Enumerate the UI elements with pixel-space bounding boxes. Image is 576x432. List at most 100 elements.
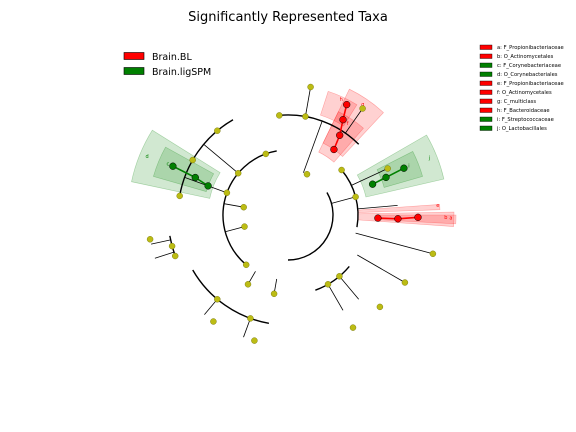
taxa-key-swatch <box>479 116 493 122</box>
tree-node <box>262 150 269 158</box>
tree-node <box>270 290 278 297</box>
tree-branch <box>203 143 239 174</box>
tree-node <box>307 83 314 91</box>
tree-node <box>376 303 384 311</box>
tree-node <box>241 223 248 230</box>
tree-branch <box>305 86 311 117</box>
highlighted-node <box>414 213 422 221</box>
highlighted-node <box>204 182 212 190</box>
highlighted-node <box>191 173 199 182</box>
highlighted-node <box>339 116 347 124</box>
chart-title: Significantly Represented Taxa <box>188 10 388 25</box>
tree-node <box>401 279 409 286</box>
highlighted-node <box>394 215 402 223</box>
highlighted-node <box>343 100 351 109</box>
clade-letter-e: e <box>436 203 439 209</box>
tree-arc <box>192 269 270 325</box>
tree-nodes <box>146 83 437 344</box>
tree-node <box>240 203 247 211</box>
taxa-key-legend: a: F_Propionibacteriaceae b: O_Actinomyce… <box>479 44 564 132</box>
tree-branch <box>357 254 406 283</box>
tree-branch <box>243 318 251 338</box>
taxa-key-label: j: O_Lactobacillales <box>496 126 547 132</box>
tree-node <box>146 236 154 243</box>
highlighted-node <box>400 164 408 172</box>
clade-letter-a: a <box>449 215 452 221</box>
taxa-key-swatch <box>479 53 493 59</box>
tree-node <box>384 165 391 172</box>
tree-branches <box>151 86 434 338</box>
highlighted-node <box>382 173 390 182</box>
taxa-key-swatch <box>479 89 493 95</box>
tree-branch <box>331 196 356 204</box>
tree-node <box>242 261 250 268</box>
tree-node <box>324 281 332 288</box>
tree-node <box>302 113 309 120</box>
clade-wedge-j <box>356 134 445 198</box>
clade-letter-g: g <box>361 102 364 108</box>
group-legend: Brain.BL Brain.ligSPM <box>123 52 211 78</box>
tree-node <box>338 166 345 174</box>
highlighted-node <box>330 145 338 154</box>
tree-node <box>168 242 176 250</box>
tree-branch <box>151 239 171 245</box>
taxa-key-label: c: F_Corynebacteriaceae <box>497 63 561 69</box>
taxa-key-label: i: F_Streptococcaceae <box>497 117 554 123</box>
taxa-key-swatch <box>479 71 493 77</box>
tree-node <box>244 281 252 288</box>
clade-letter-h: h <box>340 97 343 103</box>
tree-node <box>251 337 258 344</box>
tree-arc <box>178 119 234 197</box>
tree-node <box>429 250 437 258</box>
taxa-key-swatch <box>479 80 493 86</box>
taxa-key-label: h: F_Bacteroidaceae <box>497 108 550 114</box>
clade-letter-b: b <box>444 215 447 221</box>
tree-node <box>352 193 359 201</box>
highlighted-branch <box>172 165 196 179</box>
tree-branch <box>355 232 434 255</box>
tree-branch <box>204 299 218 315</box>
tree-node <box>189 156 196 164</box>
tree-branch <box>339 276 360 300</box>
tree-node <box>214 127 221 134</box>
taxa-key-swatch <box>479 107 493 113</box>
legend-swatch-brain-ligspm <box>123 67 145 75</box>
tree-branch <box>223 203 244 208</box>
taxa-key-label: a: F_Propionibacteriaceae <box>497 45 564 51</box>
clade-letter-c: c <box>167 161 170 167</box>
tree-arc <box>315 265 350 291</box>
legend-label-brain-ligspm: Brain.ligSPM <box>152 67 211 78</box>
clade-wedge-e <box>357 204 441 213</box>
tree-branch <box>225 226 245 233</box>
clade-letter-j: j <box>428 155 430 161</box>
taxa-key-swatch <box>479 44 493 50</box>
highlighted-node <box>169 162 177 170</box>
highlight-wedges: ab c d e f g h i j <box>131 88 457 227</box>
tree-node <box>223 189 231 197</box>
tree-branch <box>303 120 323 173</box>
tree-branch <box>357 205 398 210</box>
clade-letter-f: f <box>347 121 349 127</box>
taxa-key-label: b: O_Actinomycetales <box>497 54 554 60</box>
tree-arc <box>222 150 277 266</box>
highlighted-node <box>336 131 344 139</box>
tree-node <box>247 315 254 322</box>
tree-node <box>210 318 217 325</box>
taxa-key-swatch <box>479 125 493 131</box>
legend-label-brain-bl: Brain.BL <box>152 52 192 63</box>
tree-node <box>234 169 242 177</box>
tree-branch <box>154 251 175 259</box>
taxa-key-swatch <box>479 98 493 104</box>
highlighted-node <box>374 214 382 222</box>
tree-branch <box>345 108 363 134</box>
tree-node <box>176 192 183 200</box>
taxa-key-label: d: O_Corynebacteriales <box>497 72 558 78</box>
tree-node <box>359 105 366 112</box>
taxa-key-label: g: C_multiclass <box>497 99 536 105</box>
tree-node <box>171 252 179 260</box>
tree-branch <box>327 284 344 311</box>
tree-node <box>336 273 343 280</box>
clade-letter-d: d <box>146 154 149 160</box>
legend-swatch-brain-bl <box>123 52 145 60</box>
